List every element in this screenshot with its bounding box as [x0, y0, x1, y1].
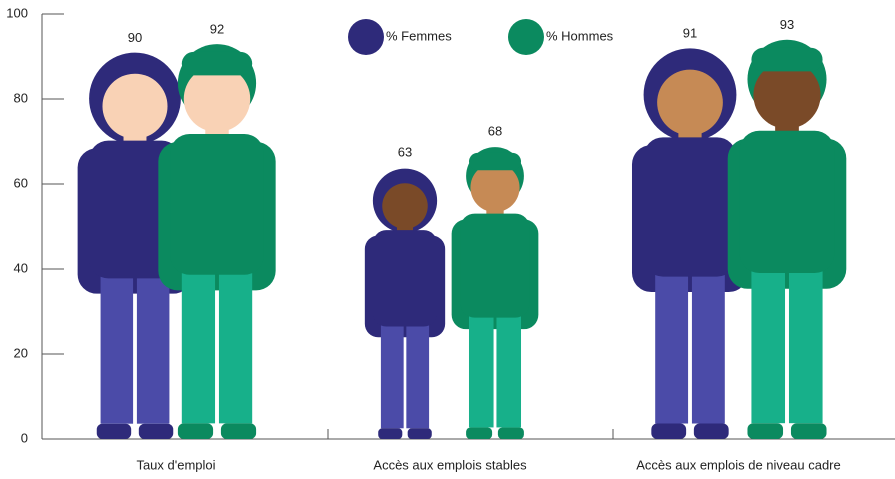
head	[102, 73, 168, 139]
legend-swatch	[508, 19, 544, 55]
legend-label: % Femmes	[386, 28, 452, 43]
x-tick-label: Accès aux emplois stables	[373, 457, 527, 472]
shoe	[220, 423, 257, 439]
leg	[655, 253, 689, 424]
y-tick-label: 20	[14, 345, 28, 360]
head	[183, 65, 251, 133]
leg	[788, 249, 823, 424]
y-tick-label: 100	[6, 5, 28, 20]
y-tick-label: 80	[14, 90, 28, 105]
legend-label: % Hommes	[546, 28, 614, 43]
shoe	[96, 423, 132, 439]
y-tick-label: 60	[14, 175, 28, 190]
leg	[100, 255, 134, 424]
hair-top	[751, 47, 823, 72]
torso	[739, 130, 835, 273]
value-label: 92	[210, 21, 224, 36]
torso	[170, 134, 264, 275]
shoe	[378, 428, 403, 439]
value-label: 68	[488, 123, 502, 138]
y-tick-label: 0	[21, 430, 28, 445]
shoe	[747, 423, 784, 439]
shoe	[466, 427, 493, 439]
x-tick-label: Taux d'emploi	[136, 457, 215, 472]
shoe	[407, 428, 432, 439]
x-tick-label: Accès aux emplois de niveau cadre	[636, 457, 841, 472]
head	[657, 69, 723, 136]
torso	[372, 230, 438, 327]
person-bar	[727, 39, 847, 439]
head	[382, 183, 428, 229]
value-label: 63	[398, 145, 412, 160]
shoe	[651, 423, 687, 439]
leg	[181, 251, 216, 424]
shoe	[177, 423, 214, 439]
value-label: 93	[780, 17, 794, 32]
person-bar	[451, 147, 539, 439]
shoe	[693, 423, 729, 439]
leg	[380, 310, 404, 429]
shoe	[138, 423, 174, 439]
y-tick-label: 40	[14, 260, 28, 275]
person-bar	[364, 168, 446, 439]
value-label: 90	[128, 30, 142, 45]
shoe	[790, 423, 827, 439]
head	[753, 61, 821, 129]
hair-top	[468, 152, 522, 171]
leg	[496, 300, 522, 428]
hair-top	[181, 51, 253, 76]
person-bar	[158, 44, 276, 439]
leg	[691, 253, 725, 424]
leg	[218, 251, 253, 424]
leg	[468, 300, 494, 428]
shoe	[497, 427, 524, 439]
torso	[460, 213, 530, 318]
head	[470, 163, 520, 213]
legend-swatch	[348, 19, 384, 55]
torso	[89, 140, 181, 279]
value-label: 91	[683, 26, 697, 41]
leg	[406, 310, 430, 429]
leg	[751, 249, 786, 424]
person-bar	[631, 48, 749, 439]
torso	[643, 137, 737, 277]
